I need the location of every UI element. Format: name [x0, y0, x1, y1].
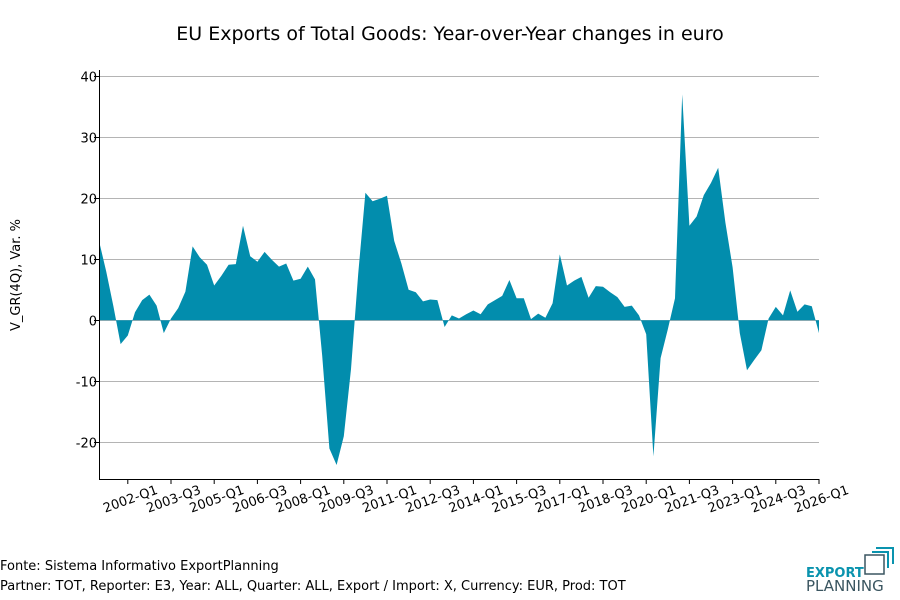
y-axis-ticks: 40 30 20 10 0 -10 -20	[76, 71, 99, 452]
gridlines	[99, 76, 819, 443]
x-axis-ticks: 2002-Q12003-Q32005-Q12006-Q32008-Q12009-…	[101, 479, 851, 516]
logo-text-export: EXPORT	[806, 566, 864, 581]
footer-source: Fonte: Sistema Informativo ExportPlannin…	[0, 559, 279, 574]
footer-filters: Partner: TOT, Reporter: E3, Year: ALL, Q…	[0, 579, 626, 594]
logo-square-icon	[864, 554, 885, 575]
chart-title: EU Exports of Total Goods: Year-over-Yea…	[176, 23, 723, 45]
y-tick-label: 40	[80, 71, 97, 86]
logo-text-planning: PLANNING	[806, 577, 884, 595]
y-tick-label: 0	[89, 315, 97, 330]
area-series	[99, 94, 819, 466]
y-axis-label: V_GR(4Q), Var. %	[9, 219, 24, 331]
y-tick-label: -20	[76, 437, 97, 452]
y-tick-label: 20	[80, 193, 97, 208]
y-tick-label: 10	[80, 254, 97, 269]
y-tick-label: -10	[76, 376, 97, 391]
y-tick-label: 30	[80, 132, 97, 147]
exportplanning-logo: EXPORT PLANNING	[806, 547, 894, 595]
